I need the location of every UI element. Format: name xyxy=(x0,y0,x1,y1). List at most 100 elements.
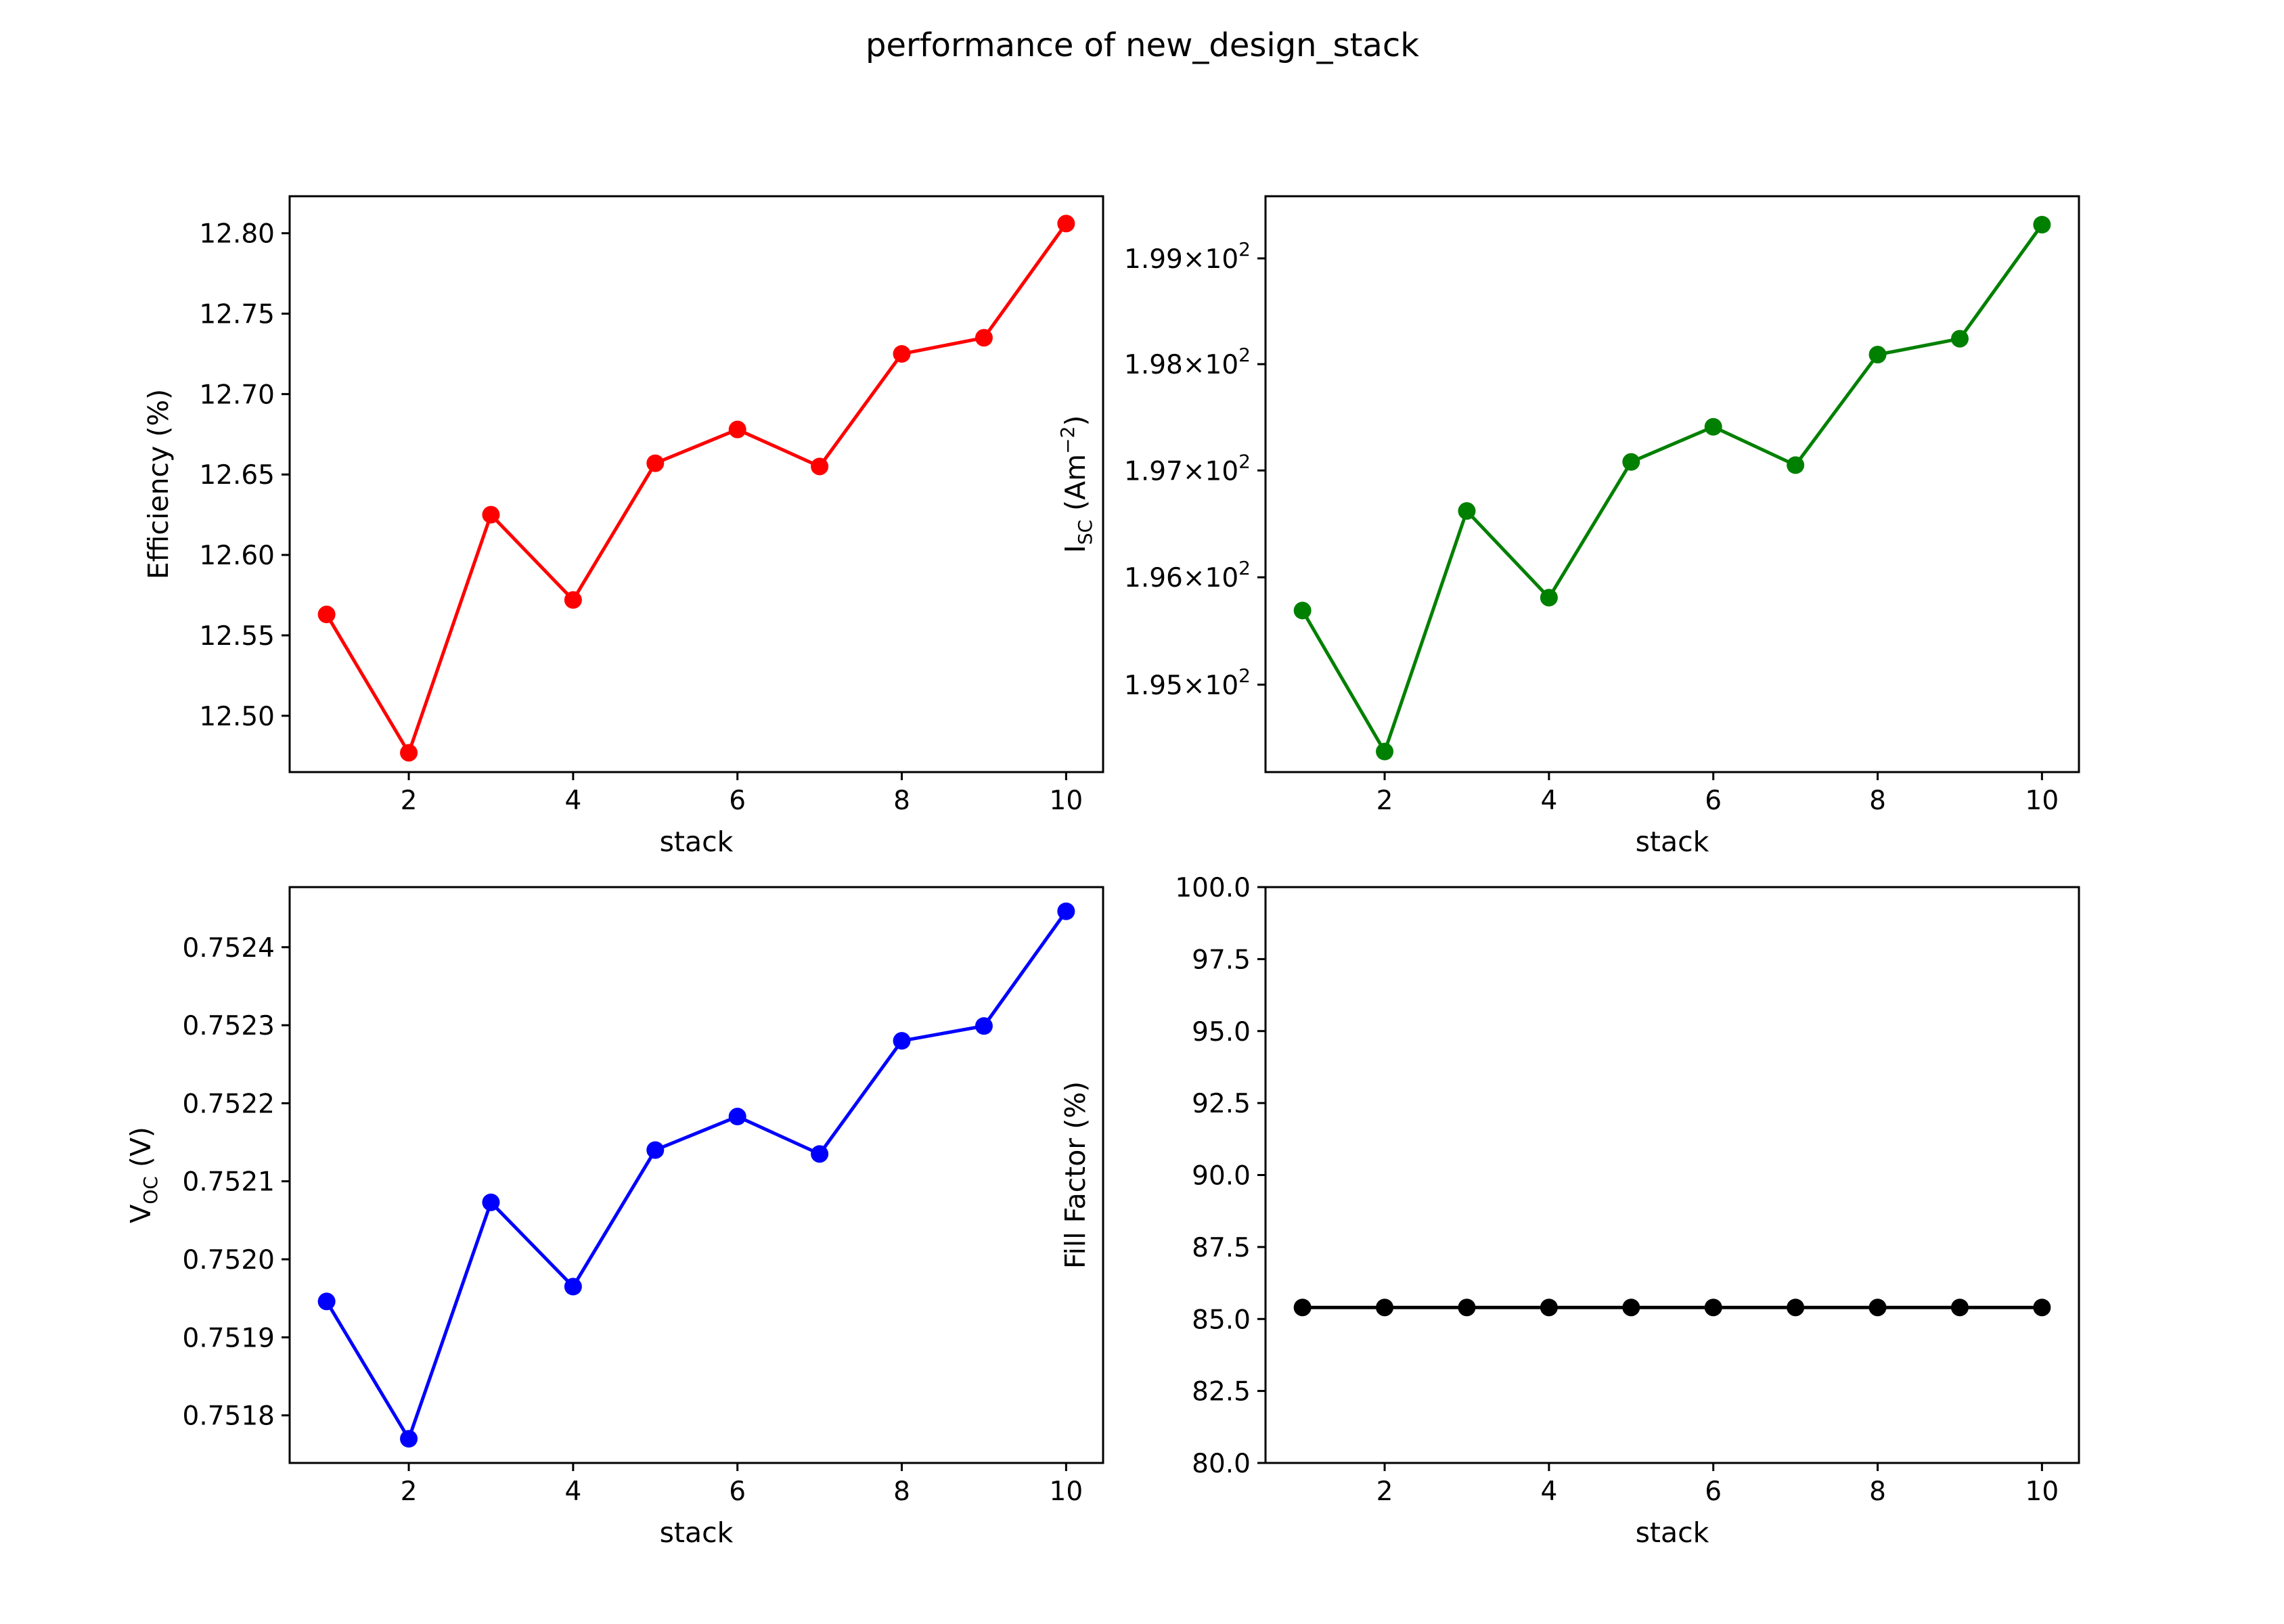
series-line xyxy=(1301,223,2044,754)
data-point xyxy=(728,420,746,438)
data-point xyxy=(482,505,500,524)
data-point xyxy=(564,591,582,609)
y-tick-label: 12.75 xyxy=(199,300,275,330)
x-tick-label: 2 xyxy=(1376,1476,1393,1507)
y-tick-label: 0.7524 xyxy=(183,933,275,964)
y-tick-label: 12.50 xyxy=(199,702,275,732)
x-tick-label: 8 xyxy=(1869,1476,1886,1507)
series-line xyxy=(325,222,1068,754)
data-point xyxy=(1293,1299,1312,1317)
x-tick-label: 2 xyxy=(401,1476,418,1507)
subplot-top-right: 2 4 6 8 10 1.95×102 1.96×102 1.97×102 1.98×102 1.… xyxy=(1056,195,2080,858)
data-point xyxy=(1950,330,1969,348)
data-point xyxy=(2033,216,2051,234)
data-point xyxy=(1622,453,1640,471)
y-tick-label: 85.0 xyxy=(1192,1305,1251,1335)
y-tick-label: 1.99×102 xyxy=(1124,238,1251,275)
y-tick-label: 82.5 xyxy=(1192,1377,1251,1407)
y-tick-label: 0.7522 xyxy=(183,1089,275,1119)
x-tick-label: 10 xyxy=(2025,786,2059,816)
data-point xyxy=(400,1430,418,1448)
figure-title: performance of new_design_stack xyxy=(866,26,1419,64)
axes-frame xyxy=(1264,886,2080,1464)
y-tick-label: 100.0 xyxy=(1175,873,1251,903)
x-tick-label: 6 xyxy=(1705,786,1722,816)
data-point xyxy=(1787,456,1805,474)
data-point xyxy=(1293,602,1312,620)
data-point xyxy=(1540,589,1558,607)
y-tick-label: 87.5 xyxy=(1192,1233,1251,1263)
y-tick-label: 0.7520 xyxy=(183,1245,275,1276)
axes-frame xyxy=(1264,195,2080,773)
x-tick-label: 10 xyxy=(1050,1476,1083,1507)
y-tick-label: 1.96×102 xyxy=(1124,557,1251,593)
x-axis-label: stack xyxy=(1636,1516,1709,1549)
data-point xyxy=(811,1145,829,1163)
data-point xyxy=(646,454,665,472)
data-point xyxy=(1458,1299,1476,1317)
axes-frame xyxy=(288,195,1104,773)
subplot-grid: 2 4 6 8 10 12.50 12.55 12.60 12.65 12.70 12.75 12.8… xyxy=(125,195,2080,1549)
y-tick-label: 1.95×102 xyxy=(1124,664,1251,701)
data-point xyxy=(728,1108,746,1126)
y-axis-label: Efficiency (%) xyxy=(142,389,175,579)
y-tick-label: 0.7521 xyxy=(183,1167,275,1198)
data-point xyxy=(1868,346,1887,364)
y-tick-label: 97.5 xyxy=(1192,945,1251,975)
x-tick-label: 4 xyxy=(1540,1476,1557,1507)
y-tick-label: 0.7523 xyxy=(183,1011,275,1041)
x-tick-label: 4 xyxy=(564,786,581,816)
data-point xyxy=(1787,1299,1805,1317)
x-tick-label: 8 xyxy=(893,786,910,816)
data-point xyxy=(1376,1299,1394,1317)
y-tick-label: 12.55 xyxy=(199,621,275,652)
data-point xyxy=(400,744,418,762)
data-point xyxy=(893,344,911,363)
x-tick-label: 2 xyxy=(401,786,418,816)
y-tick-label: 1.98×102 xyxy=(1124,344,1251,380)
axes-frame xyxy=(288,886,1104,1464)
data-point xyxy=(1540,1299,1558,1317)
y-tick-label: 12.60 xyxy=(199,541,275,571)
x-tick-label: 10 xyxy=(1050,786,1083,816)
data-point xyxy=(2033,1299,2051,1317)
data-point xyxy=(482,1193,500,1211)
y-tick-label: 95.0 xyxy=(1192,1017,1251,1047)
y-tick-label: 80.0 xyxy=(1192,1449,1251,1479)
data-point xyxy=(1704,418,1722,436)
data-point xyxy=(564,1278,582,1296)
y-tick-label: 90.0 xyxy=(1192,1161,1251,1192)
data-point xyxy=(1458,502,1476,520)
x-tick-label: 10 xyxy=(2025,1476,2059,1507)
y-axis-label: Fill Factor (%) xyxy=(1059,1081,1092,1269)
y-tick-label: 92.5 xyxy=(1192,1089,1251,1119)
series-line xyxy=(325,910,1068,1441)
subplot-bottom-right: 2 4 6 8 10 80.0 82.5 85.0 87.5 90.0 92.5 95.0 97.5 10… xyxy=(1059,873,2080,1549)
y-tick-label: 12.80 xyxy=(199,219,275,250)
y-tick-label: 0.7518 xyxy=(183,1401,275,1432)
x-tick-label: 2 xyxy=(1376,786,1393,816)
y-tick-label: 1.97×102 xyxy=(1124,450,1251,487)
x-tick-label: 8 xyxy=(893,1476,910,1507)
data-point xyxy=(893,1032,911,1050)
subplot-top-left: 2 4 6 8 10 12.50 12.55 12.60 12.65 12.70 12.75 12.8… xyxy=(142,195,1104,858)
x-axis-label: stack xyxy=(1636,826,1709,858)
x-tick-label: 4 xyxy=(564,1476,581,1507)
data-point xyxy=(1376,742,1394,761)
data-point xyxy=(1622,1299,1640,1317)
y-tick-label: 0.7519 xyxy=(183,1323,275,1353)
data-point xyxy=(317,1292,336,1311)
y-tick-label: 12.70 xyxy=(199,380,275,410)
x-tick-label: 6 xyxy=(729,1476,746,1507)
data-point xyxy=(1868,1299,1887,1317)
x-axis-label: stack xyxy=(660,826,734,858)
y-axis-label: ISC (Am−2) xyxy=(1056,415,1096,554)
x-tick-label: 4 xyxy=(1540,786,1557,816)
data-point xyxy=(811,457,829,476)
data-point xyxy=(1057,902,1075,920)
data-point xyxy=(646,1141,665,1159)
data-point xyxy=(975,329,993,347)
y-tick-label: 12.65 xyxy=(199,460,275,491)
data-point xyxy=(1057,215,1075,233)
